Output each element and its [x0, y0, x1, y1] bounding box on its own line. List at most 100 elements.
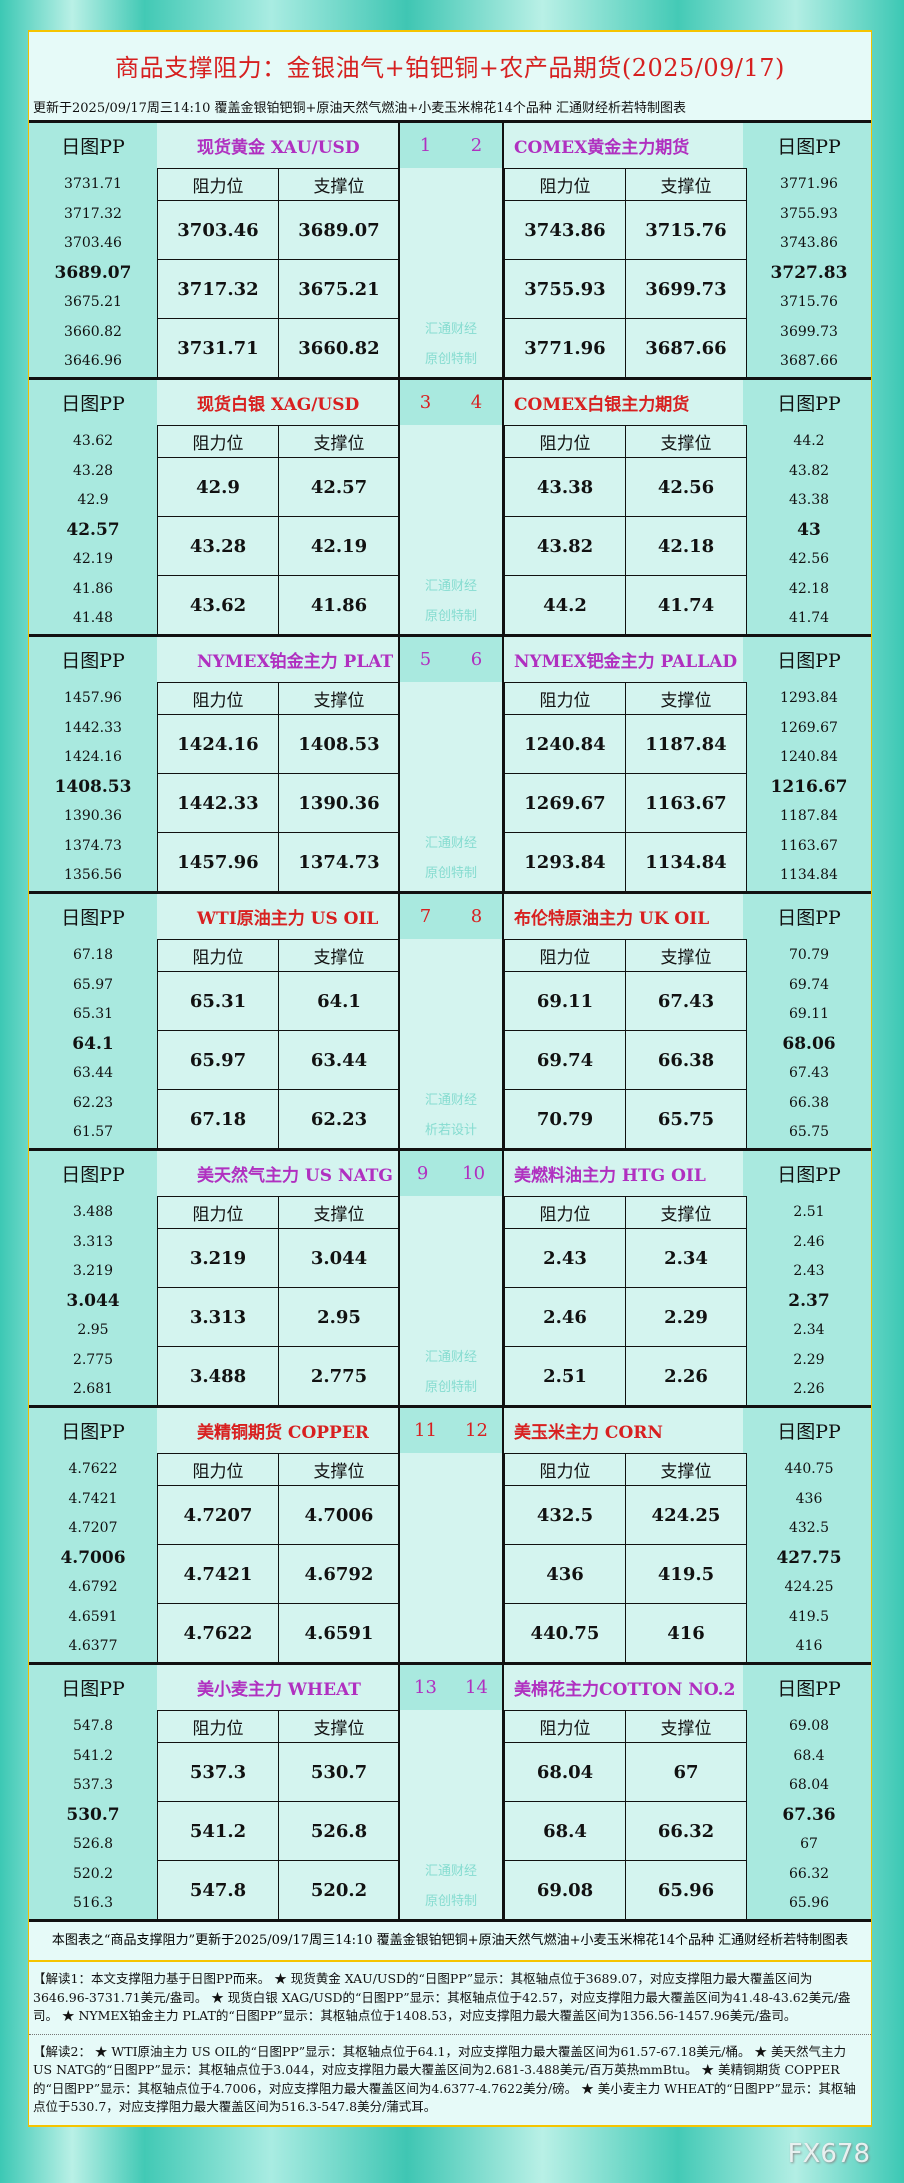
middle-column: 11 12: [398, 1408, 504, 1662]
pp-level: 42.56: [788, 551, 830, 567]
commodity-section: 日图PP 3731.71 3717.32 3703.46 3689.07 3675.21 3…: [29, 120, 871, 378]
resistance-value: 436: [504, 1544, 626, 1604]
table-row: 3717.32 3675.21: [157, 259, 400, 319]
pp-level: 3660.82: [64, 323, 122, 340]
header: 商品支撑阻力：金银油气+铂钯铜+农产品期货(2025/09/17) 更新于202…: [29, 30, 871, 120]
resistance-value: 68.04: [504, 1742, 626, 1802]
table-row: 43.82 42.18: [504, 516, 747, 576]
pp-label: 日图PP: [777, 650, 841, 672]
pp-column: [29, 1408, 157, 1662]
table-row: 547.8 520.2: [157, 1860, 400, 1920]
support-value: 3.044: [278, 1228, 400, 1288]
support-value: 66.38: [625, 1030, 747, 1090]
pp-level: 43.28: [72, 462, 114, 479]
pp-level: 4.7421: [68, 1490, 118, 1507]
table-row: 69.74 66.38: [504, 1030, 747, 1090]
pp-column: [743, 637, 871, 891]
instrument-name: 美燃料油主力 HTG OIL: [514, 1166, 706, 1186]
pivot-value: 64.1: [72, 1033, 114, 1054]
table-row: 2.43 2.34: [504, 1228, 747, 1288]
resistance-value: 69.08: [504, 1860, 626, 1920]
pp-level: 1240.84: [780, 749, 838, 765]
resistance-value: 3755.93: [504, 259, 626, 319]
table-row: 4.7622 4.6591: [157, 1603, 400, 1663]
support-value: 3699.73: [625, 259, 747, 319]
resistance-value: 4.7622: [157, 1603, 279, 1663]
table-header: 阻力位 支撑位: [157, 1710, 400, 1743]
table-header: 阻力位 支撑位: [504, 939, 747, 972]
resistance-value: 3703.46: [157, 200, 279, 260]
pp-label: 日图PP: [61, 1164, 125, 1186]
support-value: 416: [625, 1603, 747, 1663]
resistance-value: 43.82: [504, 516, 626, 576]
pp-values: 4.7622 4.7421 4.7207 4.7006 4.6792 4.6591 4.63…: [29, 1455, 157, 1662]
resistance-value: 3.313: [157, 1287, 279, 1347]
levels-table: 阻力位 支撑位 65.31 64.1 65.97 63.44 67.18 62.23: [157, 939, 400, 1149]
support-value: 520.2: [278, 1860, 400, 1920]
pp-values: 2.51 2.46 2.43 2.37 2.34 2.29 2.26: [745, 1198, 873, 1405]
pp-values: 440.75 436 432.5 427.75 424.25 419.5 416: [745, 1455, 873, 1662]
pp-level: 520.2: [72, 1865, 114, 1882]
pp-level: 43.62: [72, 433, 114, 449]
resistance-value: 1442.33: [157, 773, 279, 833]
watermark-line: 原创特制: [424, 352, 477, 367]
pivot-value: 1216.67: [770, 776, 848, 797]
pp-level: 2.29: [793, 1351, 825, 1368]
pp-level: 1390.36: [64, 808, 122, 824]
pp-column: [743, 1408, 871, 1662]
pivot-value: 4.7006: [60, 1547, 126, 1568]
pp-level: 43.82: [788, 462, 830, 479]
resistance-header: 阻力位: [504, 682, 626, 715]
pp-label: 日图PP: [61, 1678, 125, 1700]
pp-level: 3717.32: [64, 205, 122, 222]
levels-table: 阻力位 支撑位 432.5 424.25 436 419.5 440.75 416: [504, 1453, 747, 1663]
support-value: 419.5: [625, 1544, 747, 1604]
resistance-header: 阻力位: [157, 1710, 279, 1743]
pp-level: 4.6377: [68, 1638, 118, 1654]
support-value: 42.56: [625, 457, 747, 517]
pp-column: [743, 1665, 871, 1919]
pp-label: 日图PP: [777, 136, 841, 158]
table-row: 2.51 2.26: [504, 1346, 747, 1406]
table-row: 4.7207 4.7006: [157, 1485, 400, 1545]
fx678-logo: FX678: [787, 2139, 870, 2169]
pp-level: 1374.73: [64, 837, 122, 854]
pp-values: 3.488 3.313 3.219 3.044 2.95 2.775 2.681: [29, 1198, 157, 1405]
pp-level: 3646.96: [64, 353, 122, 369]
table-row: 541.2 526.8: [157, 1801, 400, 1861]
pp-level: 416: [795, 1638, 823, 1654]
table-header: 阻力位 支撑位: [157, 168, 400, 201]
pivot-value: 530.7: [66, 1804, 120, 1825]
pp-label: 日图PP: [777, 1421, 841, 1443]
resistance-value: 69.74: [504, 1030, 626, 1090]
pivot-value: 427.75: [776, 1547, 842, 1568]
table-row: 3755.93 3699.73: [504, 259, 747, 319]
resistance-value: 2.51: [504, 1346, 626, 1406]
pp-column: [743, 1151, 871, 1405]
resistance-value: 2.43: [504, 1228, 626, 1288]
resistance-value: 3717.32: [157, 259, 279, 319]
pp-level: 69.08: [788, 1718, 830, 1734]
pivot-value: 3689.07: [54, 262, 132, 283]
pp-column: [29, 894, 157, 1148]
pp-level: 440.75: [784, 1461, 834, 1477]
pp-level: 2.26: [793, 1381, 825, 1397]
resistance-value: 3731.71: [157, 318, 279, 378]
table-row: 4.7421 4.6792: [157, 1544, 400, 1604]
resistance-value: 1293.84: [504, 832, 626, 892]
pivot-value: 43: [797, 519, 821, 540]
support-value: 2.34: [625, 1228, 747, 1288]
instrument-name: 现货黄金 XAU/USD: [197, 138, 360, 158]
pp-level: 41.74: [788, 610, 830, 626]
resistance-value: 537.3: [157, 1742, 279, 1802]
commodity-section: 日图PP 67.18 65.97 65.31 64.1 63.44 62.23 61.57 WT…: [29, 891, 871, 1149]
levels-table: 阻力位 支撑位 3703.46 3689.07 3717.32 3675.21 3731.7…: [157, 168, 400, 378]
support-header: 支撑位: [278, 939, 400, 972]
pp-label: 日图PP: [61, 907, 125, 929]
support-header: 支撑位: [625, 1453, 747, 1486]
pp-label: 日图PP: [61, 650, 125, 672]
instrument-name: 美小麦主力 WHEAT: [197, 1680, 361, 1700]
resistance-header: 阻力位: [504, 168, 626, 201]
number-right: 6: [470, 649, 483, 670]
footer-note: 本图表之“商品支撑阻力”更新于2025/09/17周三14:10 覆盖金银铂钯铜…: [29, 1919, 871, 1962]
